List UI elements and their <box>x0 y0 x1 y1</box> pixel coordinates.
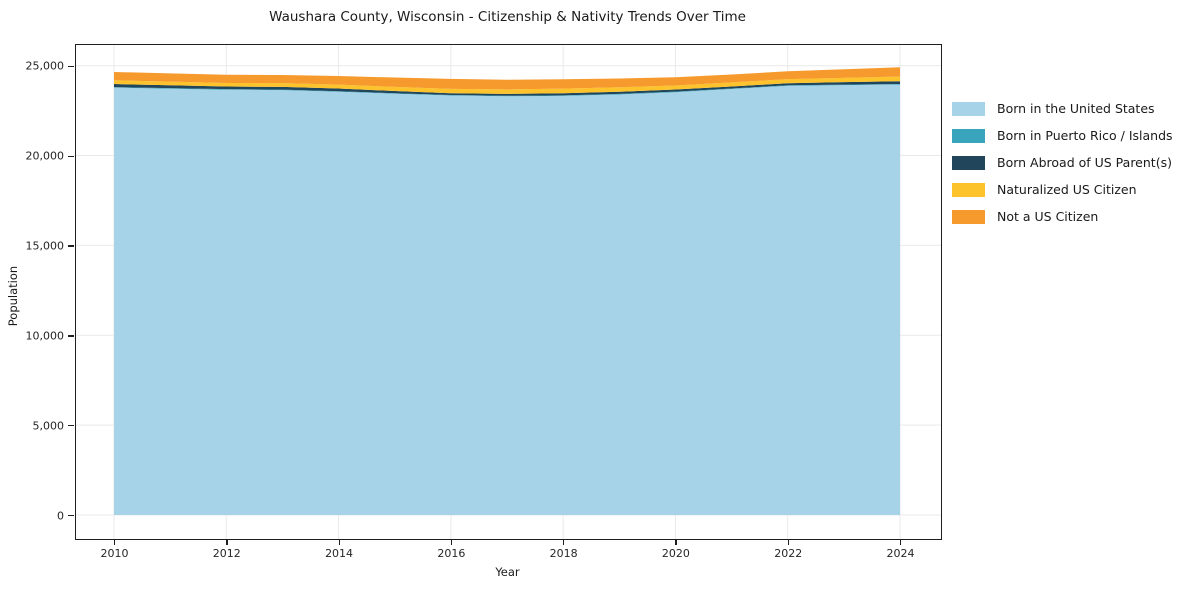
legend-item: Born in Puerto Rico / Islands <box>952 128 1173 143</box>
x-tick-label: 2020 <box>661 547 690 560</box>
plot-area <box>75 44 942 540</box>
x-tick-label: 2018 <box>549 547 578 560</box>
legend-item: Born in the United States <box>952 101 1173 116</box>
legend-color-swatch <box>952 182 985 197</box>
area-series <box>114 84 900 97</box>
x-tick-label: 2022 <box>774 547 803 560</box>
legend: Born in the United States Born in Puerto … <box>952 101 1173 224</box>
y-axis-title: Population <box>6 265 20 327</box>
y-tick-mark <box>68 65 74 67</box>
y-tick-label: 10,000 <box>25 329 65 343</box>
legend-label: Naturalized US Citizen <box>997 182 1137 197</box>
x-tick-mark <box>900 539 902 545</box>
x-tick-label: 2024 <box>886 547 915 560</box>
y-tick-mark <box>68 245 74 247</box>
legend-label: Born Abroad of US Parent(s) <box>997 155 1172 170</box>
y-tick-label: 15,000 <box>25 239 65 253</box>
y-tick-mark <box>68 335 74 337</box>
legend-label: Born in the United States <box>997 101 1155 116</box>
x-tick-label: 2016 <box>437 547 466 560</box>
x-axis-title: Year <box>495 565 520 579</box>
y-tick-mark <box>68 425 74 427</box>
x-tick-mark <box>114 539 116 545</box>
legend-item: Born Abroad of US Parent(s) <box>952 155 1173 170</box>
x-tick-mark <box>787 539 789 545</box>
y-tick-label: 0 <box>57 509 64 522</box>
legend-item: Naturalized US Citizen <box>952 182 1173 197</box>
legend-color-swatch <box>952 101 985 116</box>
x-tick-mark <box>226 539 228 545</box>
legend-color-swatch <box>952 209 985 224</box>
x-tick-mark <box>338 539 340 545</box>
x-tick-label: 2010 <box>100 547 129 560</box>
legend-color-swatch <box>952 155 985 170</box>
y-tick-label: 25,000 <box>25 59 65 73</box>
chart-title: Waushara County, Wisconsin - Citizenship… <box>269 9 746 25</box>
area-series <box>114 84 900 515</box>
y-tick-mark <box>68 155 74 157</box>
legend-label: Born in Puerto Rico / Islands <box>997 128 1173 143</box>
x-tick-mark <box>675 539 677 545</box>
area-series <box>114 76 900 94</box>
y-tick-mark <box>68 515 74 517</box>
legend-color-swatch <box>952 128 985 143</box>
x-tick-label: 2012 <box>212 547 241 560</box>
area-series <box>114 81 900 96</box>
x-tick-label: 2014 <box>325 547 354 560</box>
x-tick-mark <box>450 539 453 545</box>
legend-label: Not a US Citizen <box>997 209 1099 224</box>
legend-item: Not a US Citizen <box>952 209 1173 224</box>
stacked-area-plot <box>76 45 941 539</box>
x-tick-mark <box>563 539 565 545</box>
y-tick-label: 20,000 <box>25 149 65 163</box>
area-series <box>114 67 900 90</box>
y-tick-label: 5,000 <box>32 419 65 433</box>
